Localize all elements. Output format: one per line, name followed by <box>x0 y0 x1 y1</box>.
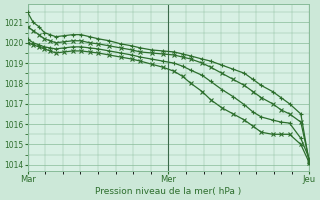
X-axis label: Pression niveau de la mer( hPa ): Pression niveau de la mer( hPa ) <box>95 187 242 196</box>
